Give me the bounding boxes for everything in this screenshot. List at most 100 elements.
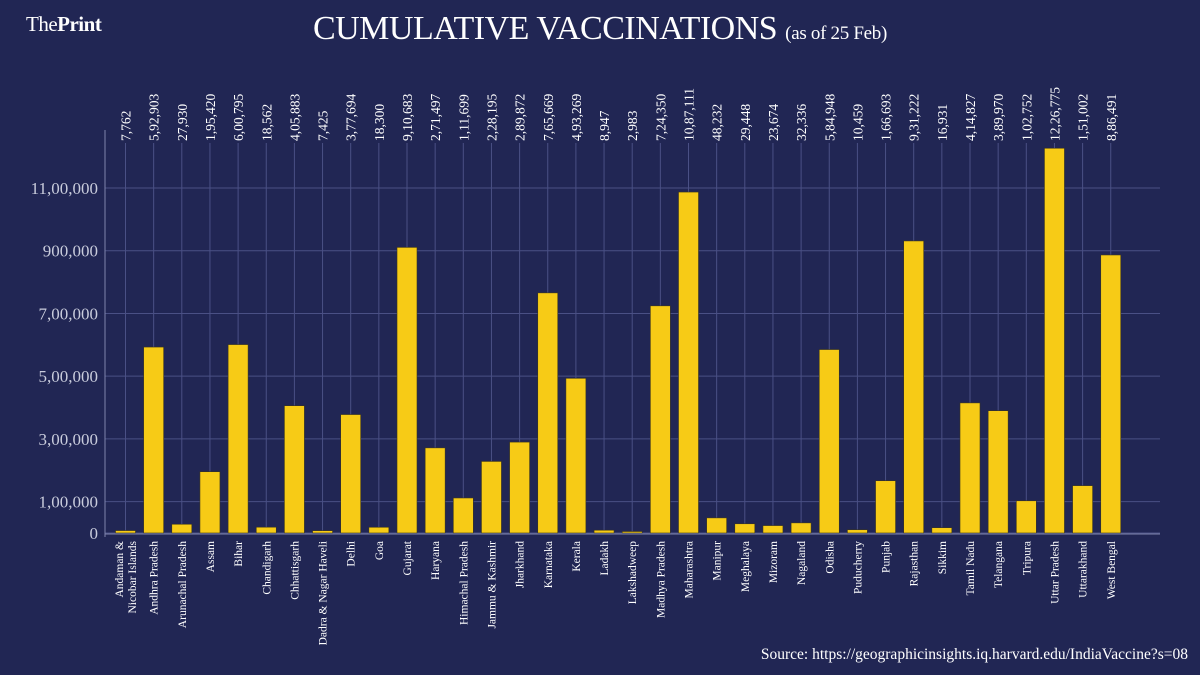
x-tick-label-line: Maharashtra bbox=[684, 541, 696, 598]
bar bbox=[706, 517, 727, 534]
chart-title-subtitle: (as of 25 Feb) bbox=[785, 23, 888, 44]
value-label: 9,10,683 bbox=[400, 94, 415, 142]
x-tick-label: Ladakh bbox=[599, 541, 611, 576]
x-tick-label: Uttarakhand bbox=[1078, 541, 1090, 598]
bar bbox=[340, 414, 362, 534]
x-tick-label-line: Jammu & Kashmir bbox=[486, 541, 498, 629]
value-label: 2,71,497 bbox=[428, 94, 443, 142]
x-tick-label-line: Chandigarh bbox=[261, 541, 273, 595]
value-label: 18,300 bbox=[372, 104, 387, 141]
bar bbox=[678, 191, 699, 534]
value-label: 1,02,752 bbox=[1019, 94, 1034, 141]
value-label: 7,65,669 bbox=[541, 94, 556, 142]
x-tick-label-line: Madhya Pradesh bbox=[655, 541, 667, 618]
x-tick-label: Jammu & Kashmir bbox=[486, 541, 498, 629]
value-label: 1,95,420 bbox=[203, 93, 218, 141]
bar bbox=[1044, 147, 1065, 534]
bar bbox=[931, 527, 953, 534]
y-tick-label: 3,00,000 bbox=[39, 430, 99, 449]
value-label: 7,762 bbox=[119, 111, 134, 141]
bar bbox=[396, 247, 418, 534]
bar bbox=[368, 526, 390, 534]
x-tick-label: Dadra & Nagar Haveli bbox=[318, 541, 330, 645]
value-label: 29,448 bbox=[738, 104, 753, 141]
value-label: 10,459 bbox=[850, 104, 865, 141]
bar bbox=[227, 344, 249, 534]
x-tick-label-line: Mizoram bbox=[768, 541, 780, 583]
bar bbox=[790, 522, 812, 534]
value-label: 48,232 bbox=[710, 104, 725, 141]
x-tick-label-line: Manipur bbox=[712, 541, 724, 581]
bar bbox=[762, 525, 784, 534]
bar bbox=[621, 531, 643, 534]
bar bbox=[143, 346, 164, 534]
value-label: 2,983 bbox=[625, 110, 640, 141]
value-label: 6,00,795 bbox=[231, 94, 246, 142]
bar bbox=[847, 529, 868, 534]
x-tick-label-line: Sikkim bbox=[937, 541, 949, 574]
x-tick-label-line: Andaman & bbox=[114, 541, 126, 598]
x-tick-label-line: Andhra Pradesh bbox=[149, 541, 161, 615]
x-tick-label: Himachal Pradesh bbox=[458, 541, 470, 625]
y-axis-ticks: 0 1,00,000 3,00,000 5,00,000 7,00,000 900,000… bbox=[31, 179, 98, 543]
x-tick-label-line: Goa bbox=[374, 541, 386, 560]
x-tick-label-line: Meghalaya bbox=[740, 541, 752, 592]
bar bbox=[115, 530, 136, 534]
bars bbox=[115, 147, 1122, 534]
bar bbox=[1100, 254, 1122, 534]
bar bbox=[734, 523, 756, 534]
x-tick-label: Meghalaya bbox=[740, 541, 752, 592]
value-label: 3,89,970 bbox=[991, 94, 1006, 142]
x-tick-label-line: Nicobar Islands bbox=[127, 540, 139, 613]
x-tick-label: Andaman & Nicobar Islands bbox=[114, 540, 139, 613]
x-tick-label: Gujarat bbox=[402, 540, 414, 575]
y-tick-label: 1,00,000 bbox=[39, 493, 99, 512]
x-tick-label-line: Tamil Nadu bbox=[965, 541, 977, 596]
chart-title: CUMULATIVE VACCINATIONS (as of 25 Feb) bbox=[0, 10, 1200, 48]
bar bbox=[452, 497, 474, 534]
bar bbox=[481, 461, 502, 534]
x-tick-label-line: Gujarat bbox=[402, 540, 414, 575]
x-tick-label: Arunachal Pradesh bbox=[177, 541, 189, 628]
x-tick-label-line: Arunachal Pradesh bbox=[177, 541, 189, 628]
value-labels: 7,762 5,92,903 27,930 1,95,420 6,00,795 18,56… bbox=[119, 87, 1119, 141]
x-tick-label-line: Odisha bbox=[824, 541, 836, 574]
x-tick-label-line: Puducherry bbox=[852, 541, 864, 594]
bar bbox=[509, 441, 530, 534]
value-label: 5,84,948 bbox=[822, 94, 837, 142]
x-tick-label: Andhra Pradesh bbox=[149, 541, 161, 615]
x-tick-label-line: Haryana bbox=[430, 541, 442, 580]
x-tick-label: Mizoram bbox=[768, 541, 780, 583]
x-tick-label: Tamil Nadu bbox=[965, 541, 977, 596]
x-tick-label: Chandigarh bbox=[261, 541, 273, 595]
value-label: 16,931 bbox=[935, 104, 950, 141]
x-tick-label-line: Uttar Pradesh bbox=[1049, 541, 1061, 604]
value-label: 27,930 bbox=[175, 104, 190, 141]
x-tick-label: Kerala bbox=[571, 541, 583, 572]
bar bbox=[818, 349, 840, 534]
x-tick-label-line: Kerala bbox=[571, 541, 583, 572]
x-tick-label: Puducherry bbox=[852, 541, 864, 594]
source-note: Source: https://geographicinsights.iq.ha… bbox=[760, 646, 1188, 663]
value-label: 2,89,872 bbox=[513, 94, 528, 141]
bar bbox=[537, 292, 559, 534]
x-tick-label-line: Jharkhand bbox=[515, 541, 527, 589]
bar bbox=[650, 305, 671, 534]
bar bbox=[255, 526, 277, 534]
value-label: 8,947 bbox=[597, 110, 612, 141]
bar bbox=[875, 480, 896, 534]
y-tick-label: 5,00,000 bbox=[39, 367, 99, 386]
x-tick-label: Haryana bbox=[430, 541, 442, 580]
x-tick-label: Maharashtra bbox=[684, 541, 696, 598]
value-label: 3,77,694 bbox=[344, 94, 359, 142]
x-tick-label: Nagaland bbox=[796, 541, 808, 585]
x-tick-label-line: Punjab bbox=[881, 541, 893, 573]
value-label: 10,87,111 bbox=[682, 88, 697, 141]
bar bbox=[593, 529, 615, 534]
x-tick-label: Punjab bbox=[881, 541, 893, 573]
bar bbox=[424, 447, 446, 534]
value-label: 7,24,350 bbox=[653, 94, 668, 142]
x-tick-label: Delhi bbox=[346, 541, 358, 567]
x-tick-label: Jharkhand bbox=[515, 541, 527, 589]
